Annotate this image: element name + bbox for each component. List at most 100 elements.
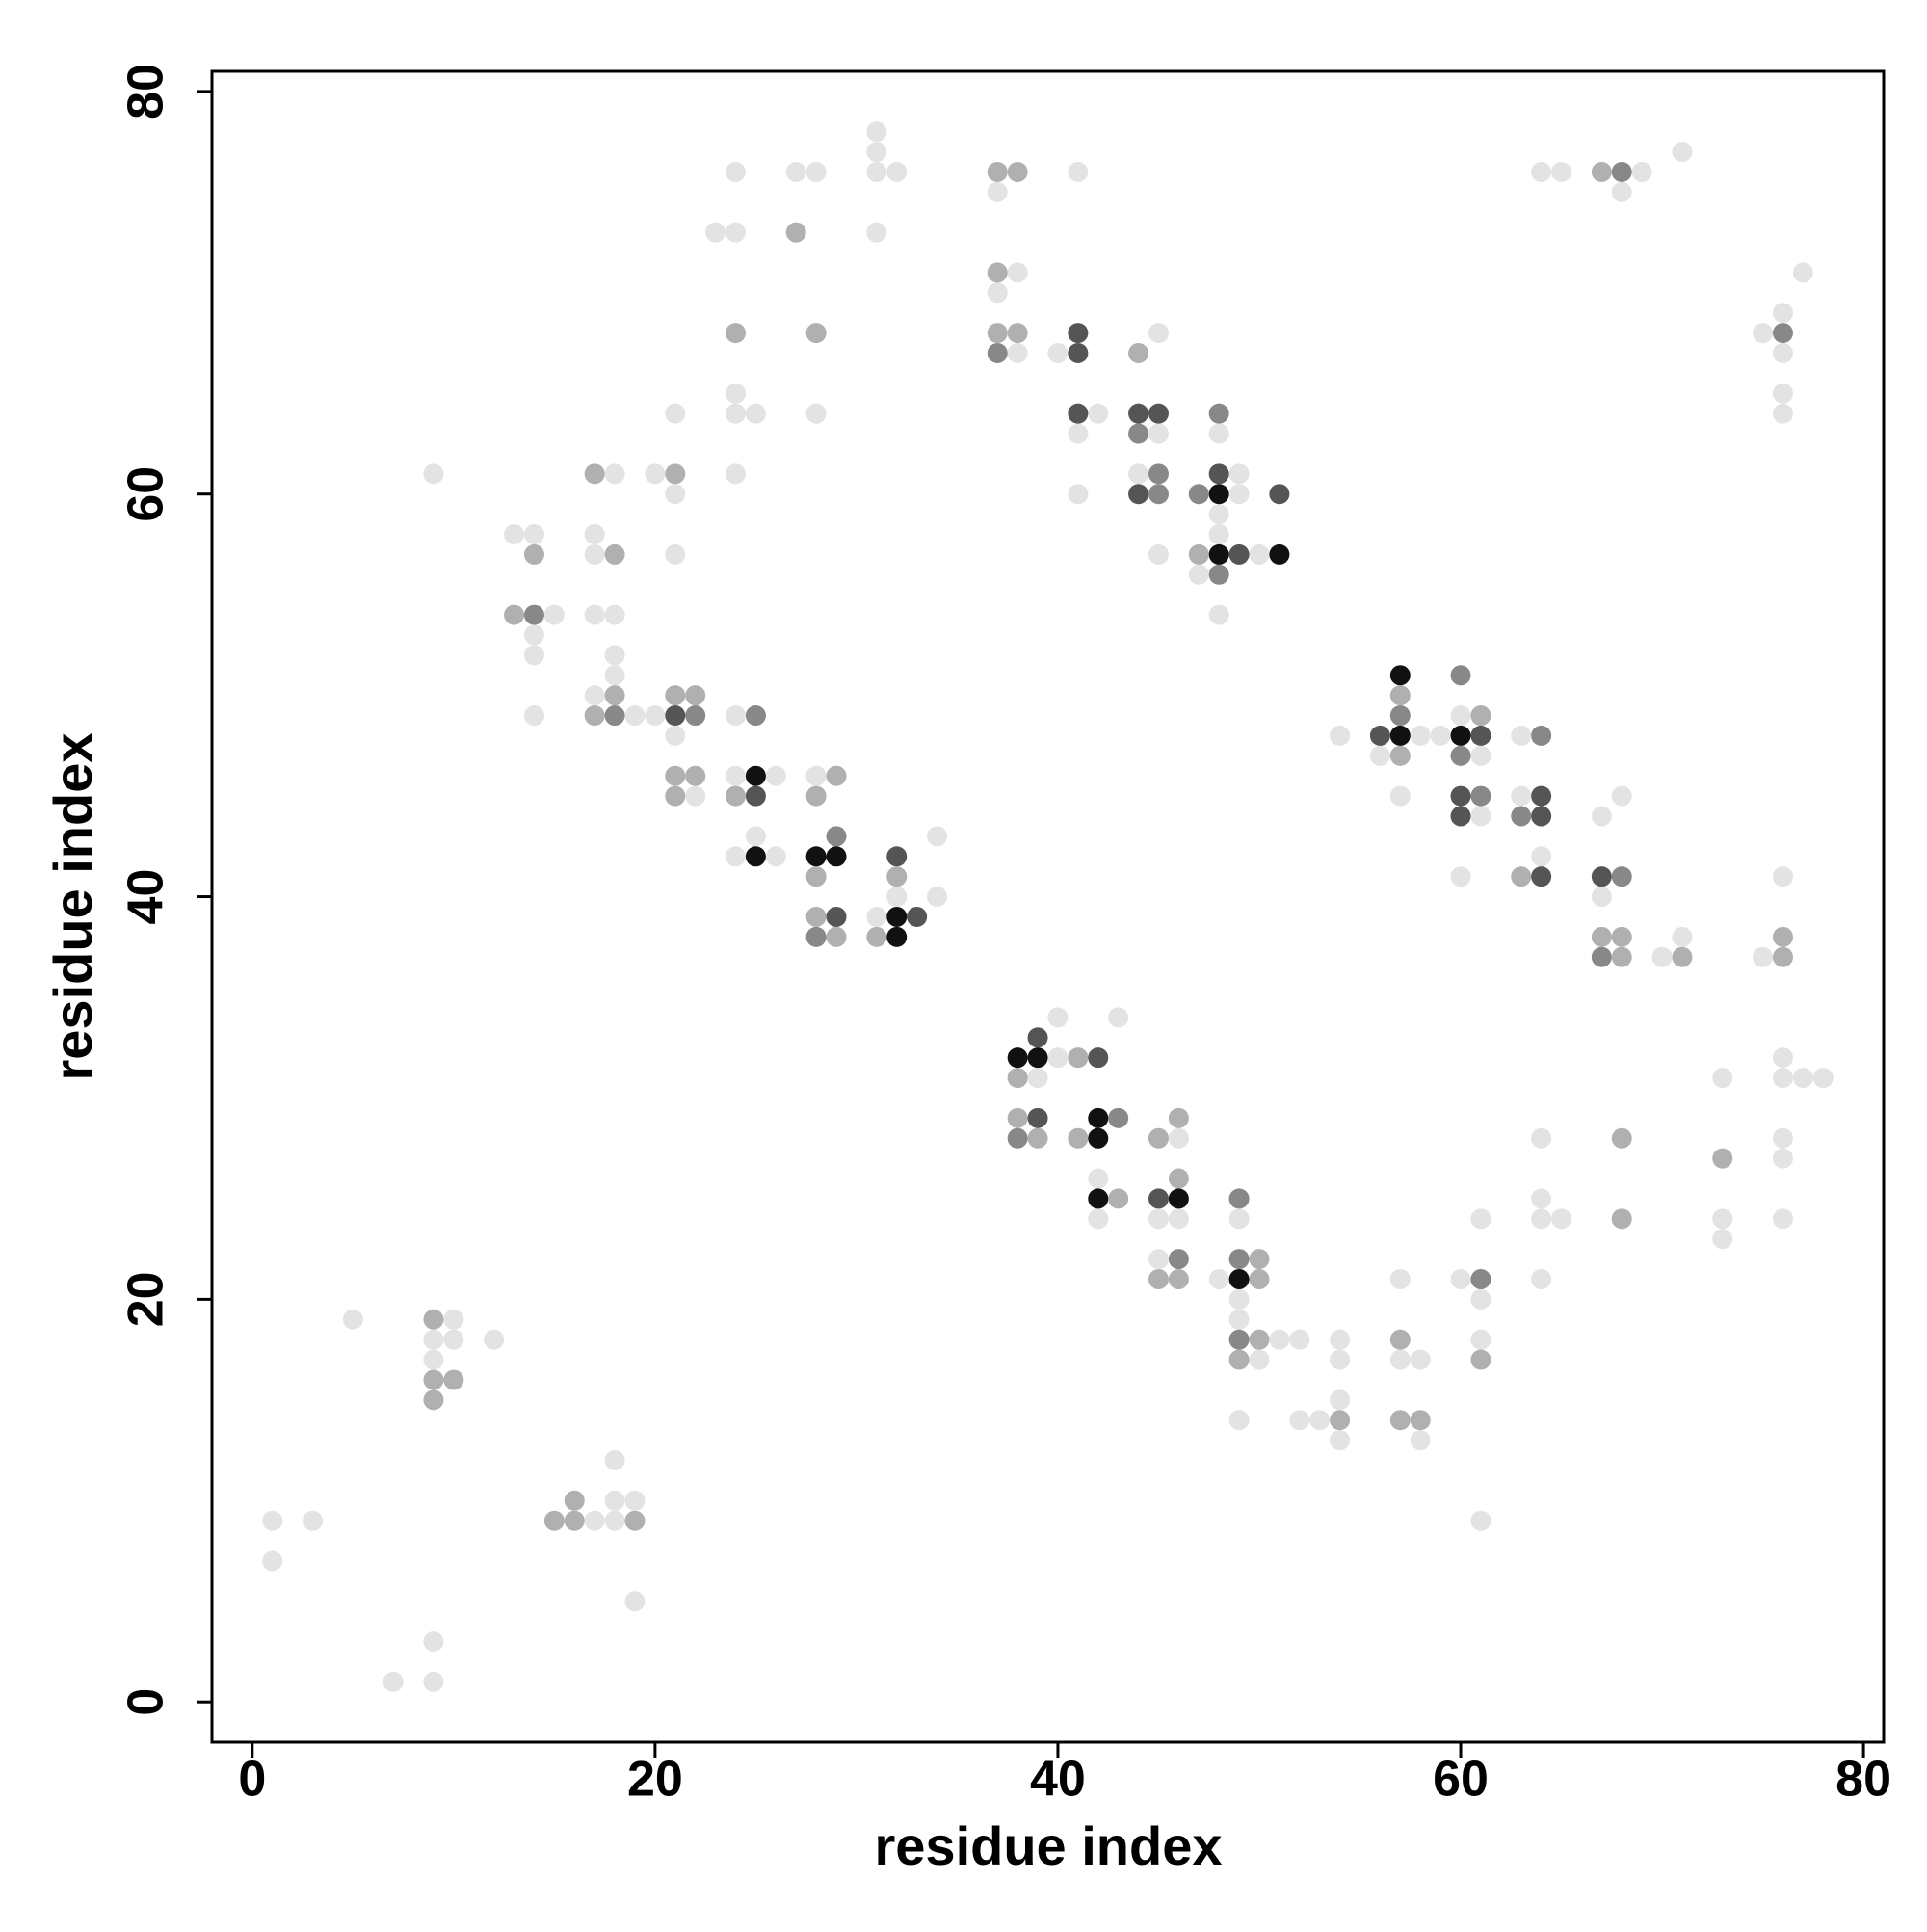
point	[523, 604, 544, 625]
point	[1531, 725, 1552, 746]
point	[1772, 303, 1793, 324]
point	[1611, 926, 1632, 947]
point	[645, 463, 666, 485]
point	[1772, 946, 1793, 967]
point	[886, 906, 908, 927]
point	[1389, 1349, 1411, 1370]
point	[262, 1550, 283, 1572]
point	[927, 887, 948, 908]
point	[987, 181, 1008, 202]
point	[1249, 1349, 1270, 1370]
point	[584, 685, 605, 706]
point	[423, 1631, 444, 1653]
point	[645, 705, 666, 727]
point	[1611, 785, 1632, 807]
plot-frame	[210, 69, 1886, 1744]
point	[987, 342, 1008, 363]
x-tick-label: 0	[238, 1752, 266, 1808]
point	[423, 1349, 444, 1370]
point	[705, 222, 726, 243]
point	[543, 1510, 565, 1531]
point	[1531, 866, 1552, 887]
point	[1027, 1068, 1048, 1089]
point	[886, 926, 908, 947]
point	[1531, 1188, 1552, 1209]
point	[665, 463, 686, 485]
point	[745, 785, 766, 807]
point	[584, 524, 605, 545]
point	[484, 1329, 505, 1350]
point	[1249, 1268, 1270, 1289]
point	[584, 1510, 605, 1531]
point	[1128, 484, 1149, 505]
point	[1611, 946, 1632, 967]
point	[1208, 463, 1229, 485]
point	[1208, 564, 1229, 585]
point	[1450, 665, 1471, 686]
point	[1470, 725, 1491, 746]
point	[423, 1329, 444, 1350]
point	[604, 1510, 625, 1531]
point	[725, 222, 746, 243]
point	[1470, 1349, 1491, 1370]
point	[886, 161, 908, 182]
point	[1148, 1249, 1169, 1270]
point	[1753, 946, 1774, 967]
point	[1450, 866, 1471, 887]
x-tick-label: 20	[627, 1752, 683, 1808]
y-tick-label: 80	[119, 64, 174, 119]
point	[665, 725, 686, 746]
point	[564, 1490, 585, 1511]
point	[1148, 463, 1169, 485]
point	[604, 665, 625, 686]
point	[1088, 1208, 1109, 1230]
point	[1591, 866, 1612, 887]
point	[826, 906, 847, 927]
point	[1450, 705, 1471, 727]
point	[1531, 161, 1552, 182]
point	[1450, 1268, 1471, 1289]
x-axis-title: residue index	[874, 1815, 1222, 1876]
point	[604, 645, 625, 666]
point	[1228, 1249, 1250, 1270]
point	[1228, 484, 1250, 505]
point	[584, 463, 605, 485]
point	[987, 282, 1008, 304]
point	[1772, 866, 1793, 887]
point	[1007, 1107, 1028, 1128]
point	[1148, 323, 1169, 344]
point	[423, 1671, 444, 1692]
point	[1249, 543, 1270, 565]
point	[1269, 484, 1290, 505]
point	[1410, 1349, 1431, 1370]
point	[987, 323, 1008, 344]
point	[1168, 1127, 1189, 1149]
point	[1027, 1027, 1048, 1048]
point	[1531, 806, 1552, 827]
point	[1531, 1268, 1552, 1289]
point	[1228, 1329, 1250, 1350]
point	[1148, 543, 1169, 565]
point	[745, 826, 766, 847]
point	[725, 785, 746, 807]
point	[805, 323, 827, 344]
point	[1772, 1047, 1793, 1069]
point	[1591, 887, 1612, 908]
point	[1511, 785, 1532, 807]
point	[1712, 1208, 1733, 1230]
point	[665, 765, 686, 786]
point	[805, 785, 827, 807]
y-tick-label: 20	[119, 1271, 174, 1327]
point	[1068, 403, 1089, 424]
point	[1369, 745, 1390, 766]
point	[725, 765, 746, 786]
point	[1410, 1410, 1431, 1431]
point	[1330, 1430, 1351, 1451]
point	[805, 866, 827, 887]
point	[1148, 1208, 1169, 1230]
point	[1772, 926, 1793, 947]
point	[1389, 1268, 1411, 1289]
point	[1208, 543, 1229, 565]
point	[1470, 745, 1491, 766]
point	[826, 826, 847, 847]
